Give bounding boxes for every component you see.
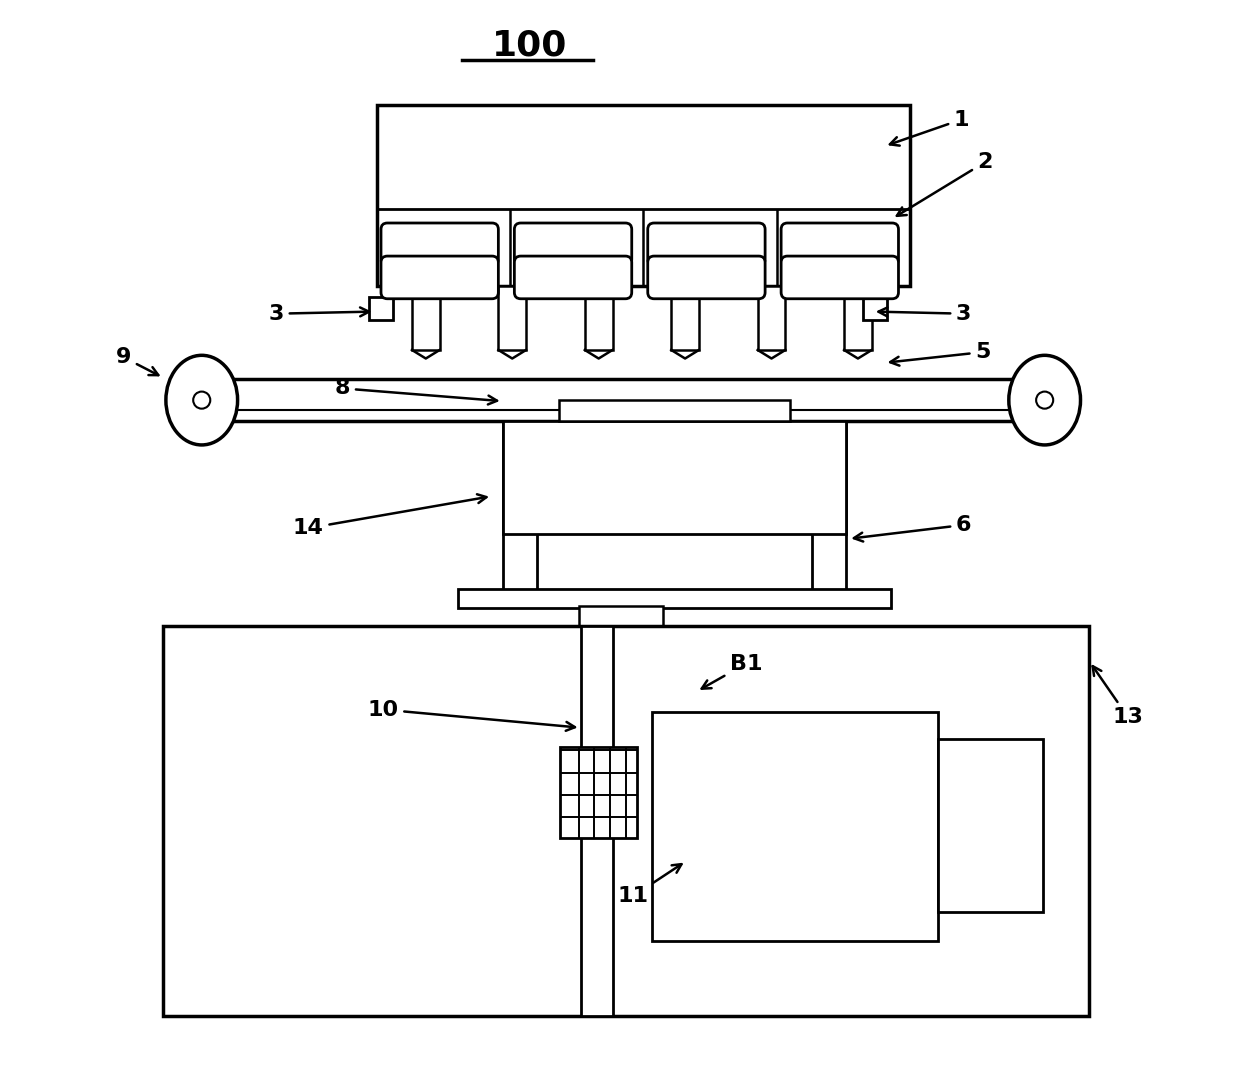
FancyBboxPatch shape [381, 223, 498, 266]
Bar [559, 400, 790, 421]
Text: 3: 3 [269, 304, 370, 323]
Bar [502, 421, 537, 598]
Bar [458, 589, 892, 608]
Bar [844, 286, 872, 350]
FancyBboxPatch shape [381, 256, 498, 299]
Bar [937, 739, 1043, 912]
Bar [580, 626, 613, 1016]
Ellipse shape [1009, 355, 1080, 445]
Bar [758, 286, 785, 350]
Text: 2: 2 [897, 153, 992, 216]
FancyBboxPatch shape [515, 223, 631, 266]
Bar [671, 286, 699, 350]
Text: 8: 8 [335, 379, 497, 404]
Text: 10: 10 [367, 700, 575, 731]
Bar [502, 421, 846, 534]
FancyBboxPatch shape [781, 256, 899, 299]
Text: B1: B1 [702, 654, 763, 688]
Bar [560, 747, 637, 838]
FancyBboxPatch shape [515, 256, 631, 299]
Text: 1: 1 [890, 110, 970, 145]
Bar [863, 297, 887, 320]
FancyBboxPatch shape [781, 223, 899, 266]
Bar [812, 421, 846, 598]
Bar [652, 712, 937, 941]
FancyBboxPatch shape [647, 223, 765, 266]
Bar [412, 286, 440, 350]
Bar [579, 606, 662, 627]
Text: 14: 14 [293, 494, 486, 538]
Bar [377, 105, 910, 286]
Bar [585, 286, 613, 350]
Bar [370, 297, 393, 320]
Circle shape [1037, 392, 1053, 409]
Text: 5: 5 [890, 343, 991, 366]
Text: 13: 13 [1092, 666, 1143, 727]
Bar [498, 286, 526, 350]
Text: 100: 100 [491, 29, 567, 63]
Circle shape [193, 392, 211, 409]
Ellipse shape [166, 355, 238, 445]
Text: 3: 3 [878, 304, 971, 323]
Bar [202, 379, 1044, 421]
Text: 9: 9 [117, 348, 159, 376]
FancyBboxPatch shape [647, 256, 765, 299]
Bar [164, 626, 1090, 1016]
Text: 6: 6 [854, 515, 971, 542]
Text: 11: 11 [618, 864, 682, 906]
